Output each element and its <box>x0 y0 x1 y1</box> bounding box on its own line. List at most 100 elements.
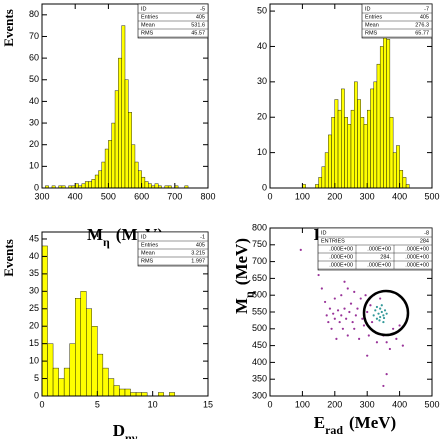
bar <box>101 161 106 189</box>
point <box>378 319 381 322</box>
point <box>330 327 333 330</box>
point <box>375 341 379 344</box>
y-tick-label: 0 <box>262 182 267 192</box>
stats-cell: .000E+00 <box>329 246 353 252</box>
x-tick-label: 0 <box>39 399 44 409</box>
point <box>354 314 357 317</box>
axis-label: Events <box>1 9 16 47</box>
bar <box>134 161 139 189</box>
y-tick-label: 40 <box>29 96 39 106</box>
stats-label: ID <box>141 234 147 240</box>
point <box>366 310 369 314</box>
bar <box>144 181 149 189</box>
bar <box>124 388 131 397</box>
x-tick-label: 500 <box>101 191 116 201</box>
stats-value: -5 <box>200 6 205 12</box>
stats-value: -8 <box>424 230 429 236</box>
bar <box>84 181 89 189</box>
x-tick-label: 700 <box>167 191 182 201</box>
bar <box>113 385 120 397</box>
bar <box>135 392 142 397</box>
y-tick-label: 0 <box>34 182 39 192</box>
bar <box>357 99 361 189</box>
label-main: D <box>113 421 125 439</box>
plot-frame <box>41 3 209 189</box>
point <box>367 334 370 337</box>
x-tick-label: 300 <box>34 191 49 201</box>
bar <box>367 109 371 189</box>
bar <box>74 298 81 397</box>
bar <box>344 117 348 189</box>
bar <box>370 88 374 189</box>
x-tick-label: 400 <box>392 191 407 201</box>
stats-value: 284 <box>420 238 429 244</box>
bar <box>119 388 126 397</box>
bar <box>347 124 352 189</box>
stats-label: ID <box>141 6 147 12</box>
x-tick-label: 200 <box>327 399 342 409</box>
bar <box>328 134 332 189</box>
bar <box>80 291 87 397</box>
stats-value: 405 <box>196 242 205 248</box>
bar <box>111 122 116 189</box>
stats-label: Entries <box>365 14 382 20</box>
point <box>346 334 349 337</box>
y-tick-label: 500 <box>252 323 267 333</box>
label-sub: ηγ <box>125 431 138 439</box>
stats-value: -1 <box>200 234 205 240</box>
x-tick-label: 10 <box>148 399 158 409</box>
y-tick-label: 650 <box>252 273 267 283</box>
bar <box>141 392 148 397</box>
point <box>349 302 353 305</box>
stats-value: 45.57 <box>191 30 205 36</box>
x-tick-label: 100 <box>295 191 310 201</box>
point <box>388 347 391 351</box>
bar <box>69 343 76 397</box>
point <box>382 314 385 317</box>
point <box>343 307 346 310</box>
bar <box>124 79 129 189</box>
y-tick-label: 700 <box>252 256 267 266</box>
y-tick-label: 600 <box>252 290 267 300</box>
stats-label: ENTRIES <box>321 238 345 244</box>
stats-value: 276.3 <box>415 22 429 28</box>
bar <box>97 353 104 397</box>
point <box>348 310 351 314</box>
bar <box>360 117 365 189</box>
x-tick-label: 200 <box>327 191 342 201</box>
stats-box <box>317 227 433 271</box>
point <box>379 315 382 319</box>
label-sub: η <box>103 235 110 249</box>
point <box>380 310 383 314</box>
point <box>356 307 359 310</box>
stats-cell: .000E+00 <box>367 262 391 268</box>
stats-value: 531.6 <box>191 22 205 28</box>
bar <box>157 392 164 397</box>
point <box>382 316 386 320</box>
y-tick-label: 20 <box>29 321 39 331</box>
point <box>370 320 374 324</box>
point <box>338 320 341 324</box>
bar <box>373 81 378 189</box>
label-main: M <box>232 298 251 314</box>
bar <box>386 39 391 189</box>
stats-value: 3.215 <box>191 250 205 256</box>
bar <box>318 177 323 189</box>
point <box>353 290 356 293</box>
bar <box>130 392 137 397</box>
x-tick-label: 300 <box>360 399 375 409</box>
point <box>401 344 404 347</box>
point <box>364 294 367 297</box>
y-tick-label: 750 <box>252 239 267 249</box>
bar <box>324 152 329 189</box>
bar <box>376 63 381 189</box>
point <box>362 324 366 327</box>
point <box>392 327 395 330</box>
bar <box>169 392 175 397</box>
point <box>375 305 379 309</box>
y-tick-label: 10 <box>29 355 39 365</box>
point <box>385 341 388 344</box>
bar <box>94 174 99 189</box>
point <box>333 317 336 320</box>
